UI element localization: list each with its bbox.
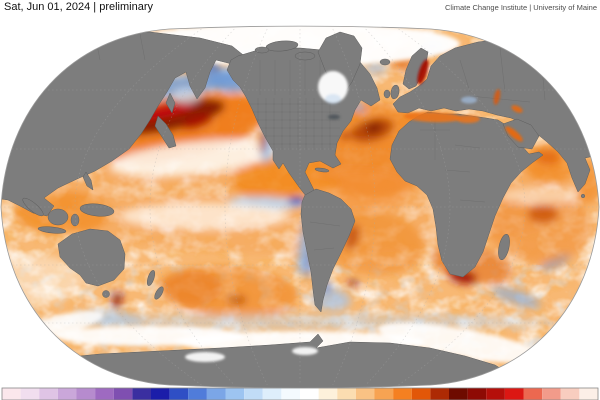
colorbar-segment bbox=[300, 388, 319, 400]
colorbar-segment bbox=[132, 388, 152, 400]
graticule-lines bbox=[1, 28, 599, 386]
land-arctic-island-2 bbox=[294, 51, 316, 61]
arabian-sea-dark bbox=[536, 149, 560, 165]
land-arctic-island-3 bbox=[254, 46, 270, 54]
colorbar-segment bbox=[393, 388, 412, 400]
colorbar-segment bbox=[262, 388, 282, 400]
colorbar-segment bbox=[244, 388, 263, 400]
land-arabia bbox=[502, 118, 540, 150]
colorbar-segment bbox=[523, 388, 543, 400]
east-med-warm bbox=[456, 115, 480, 123]
land-japan bbox=[154, 115, 177, 149]
globe-interior bbox=[1, 26, 599, 388]
colorbar-segment bbox=[225, 388, 245, 400]
gulf-california-red bbox=[259, 132, 267, 154]
great-lakes bbox=[328, 114, 340, 120]
land-south-america bbox=[300, 188, 356, 313]
land-cuba bbox=[314, 167, 330, 173]
colorbar-segment bbox=[188, 388, 207, 400]
land-nz-north bbox=[146, 270, 156, 286]
nz-east-warm bbox=[158, 270, 222, 306]
sindian-dark-blob bbox=[528, 205, 558, 223]
persian-gulf-warm bbox=[511, 105, 523, 113]
hudson-bay-blue bbox=[325, 94, 341, 104]
land-borneo bbox=[47, 208, 69, 226]
caspian-warm bbox=[493, 89, 501, 105]
colorbar-segment bbox=[467, 388, 487, 400]
date-label: Sat, Jun 01, 2024 | preliminary bbox=[4, 1, 153, 13]
land-ireland bbox=[383, 89, 391, 99]
colorbar-segment bbox=[411, 388, 431, 400]
cold-tongue-dark-core bbox=[288, 197, 306, 205]
npac-red-core-2 bbox=[181, 114, 213, 130]
colorbar-segment bbox=[374, 388, 394, 400]
land-uk bbox=[390, 84, 400, 100]
land-australia bbox=[57, 228, 126, 287]
colorbar-segment bbox=[430, 388, 450, 400]
ronne-ice-shelf bbox=[292, 347, 318, 355]
land-siberia-china bbox=[1, 31, 248, 217]
land-philippines bbox=[82, 171, 94, 191]
equator-white-band bbox=[120, 203, 290, 229]
land-java bbox=[37, 226, 67, 234]
socean-blue-streak bbox=[491, 286, 541, 308]
sindian-warm bbox=[488, 192, 592, 264]
antarctic-sea-ice-east bbox=[378, 322, 546, 364]
land-sakhalin bbox=[165, 92, 176, 114]
ross-ice-shelf bbox=[185, 352, 225, 362]
indian-equator-white bbox=[502, 188, 578, 204]
colorbar-segment bbox=[2, 388, 21, 400]
land-sulawesi bbox=[70, 213, 80, 227]
credit-label: Climate Change Institute | University of… bbox=[444, 3, 597, 12]
falkland-red-spot bbox=[348, 279, 358, 287]
npac-white-south bbox=[110, 139, 280, 177]
colorbar-segment bbox=[579, 388, 599, 400]
colorbar bbox=[2, 388, 599, 400]
land-sumatra bbox=[22, 197, 44, 217]
colorbar-segment bbox=[169, 388, 189, 400]
land-tasmania bbox=[102, 290, 110, 298]
mediterranean-warm bbox=[404, 111, 462, 123]
land-scandinavia bbox=[402, 47, 429, 90]
land-iceland bbox=[379, 58, 391, 66]
colorbar-segment bbox=[542, 388, 561, 400]
colorbar-segment bbox=[337, 388, 356, 400]
natl-dark-core bbox=[365, 122, 383, 134]
tasman-red-spot bbox=[111, 291, 123, 309]
colorbar-segment bbox=[151, 388, 170, 400]
inland-seas bbox=[185, 59, 523, 362]
colorbar-segment bbox=[20, 388, 40, 400]
land-madagascar bbox=[498, 233, 510, 261]
hudson-bay-ice bbox=[318, 71, 348, 103]
colorbar-segment bbox=[206, 388, 226, 400]
spac-dark-spot bbox=[227, 295, 247, 305]
colorbar-segment bbox=[57, 388, 77, 400]
land-new-guinea bbox=[79, 203, 115, 217]
colorbar-segment bbox=[504, 388, 524, 400]
colorbar-segment bbox=[318, 388, 338, 400]
gulfstream-red-2 bbox=[340, 133, 350, 139]
colorbar-segment bbox=[355, 388, 375, 400]
us-state-borders bbox=[250, 60, 340, 150]
baltic-red bbox=[417, 59, 429, 85]
colorbar-segment bbox=[95, 388, 114, 400]
red-sea-warm bbox=[505, 126, 523, 142]
colorbar-segment bbox=[560, 388, 580, 400]
colorbar-frame bbox=[1, 387, 599, 400]
colorbar-segment bbox=[281, 388, 301, 400]
colorbar-segment bbox=[113, 388, 133, 400]
land-nz-south bbox=[154, 286, 164, 300]
black-sea bbox=[461, 96, 477, 104]
land-sri-lanka bbox=[580, 193, 586, 199]
colorbar-segment bbox=[76, 388, 96, 400]
colorbar-segment bbox=[39, 388, 58, 400]
colorbar-segment bbox=[449, 388, 468, 400]
colorbar-segment bbox=[486, 388, 505, 400]
